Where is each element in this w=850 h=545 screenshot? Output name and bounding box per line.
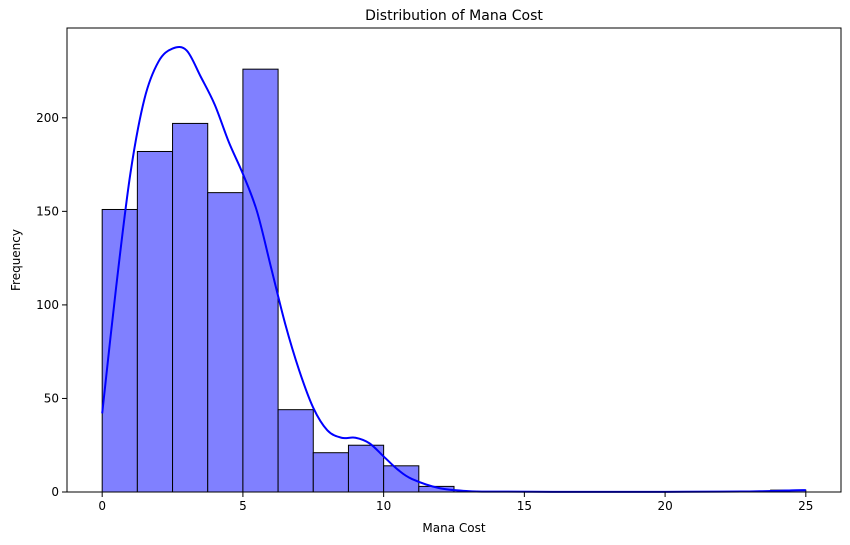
y-tick-label: 50 xyxy=(44,391,59,405)
x-axis-label: Mana Cost xyxy=(422,521,485,535)
x-tick-label: 25 xyxy=(798,499,813,513)
x-tick-label: 15 xyxy=(517,499,532,513)
x-axis-ticks: 0 5 10 15 20 25 xyxy=(98,492,813,513)
histogram-bar xyxy=(207,192,244,493)
histogram-bars xyxy=(101,68,807,493)
x-tick-label: 0 xyxy=(98,499,106,513)
x-tick-label: 20 xyxy=(657,499,672,513)
chart-title: Distribution of Mana Cost xyxy=(365,8,543,24)
y-tick-label: 150 xyxy=(36,204,59,218)
histogram-bar xyxy=(172,122,209,493)
x-tick-label: 5 xyxy=(239,499,247,513)
histogram-bar xyxy=(312,452,349,493)
x-tick-label: 10 xyxy=(376,499,391,513)
y-tick-label: 0 xyxy=(51,485,59,499)
y-tick-label: 100 xyxy=(36,298,59,312)
y-axis-label: Frequency xyxy=(9,229,23,291)
histogram-bar xyxy=(242,68,279,493)
plot-frame xyxy=(66,27,842,493)
histogram-bar xyxy=(136,150,174,493)
histogram-bar xyxy=(347,444,385,493)
y-tick-label: 200 xyxy=(36,111,59,125)
histogram-bar xyxy=(277,409,314,493)
y-axis-ticks: 0 50 100 150 200 xyxy=(36,111,67,499)
